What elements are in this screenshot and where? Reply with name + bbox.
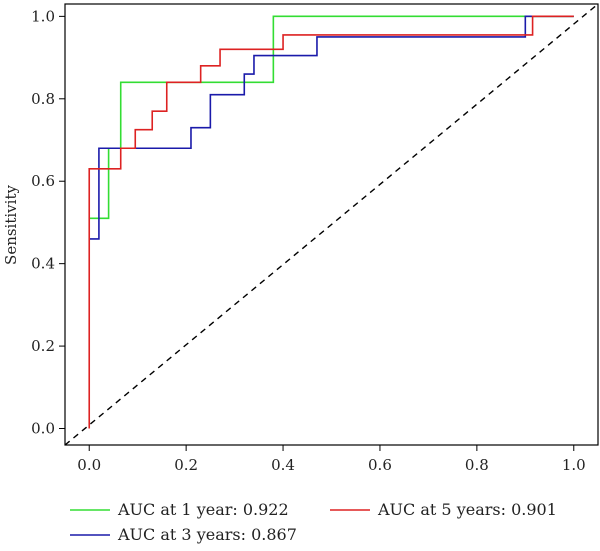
legend-label-2: AUC at 3 years: 0.867 bbox=[117, 525, 297, 544]
series-layer bbox=[88, 15, 574, 429]
x-tick-label: 0.2 bbox=[174, 456, 198, 474]
x-tick-label: 0.4 bbox=[271, 456, 295, 474]
series-line-1 bbox=[89, 15, 574, 220]
y-tick-label: 0.6 bbox=[31, 172, 55, 190]
y-tick-label: 0.2 bbox=[31, 337, 55, 355]
x-tick-label: 0.0 bbox=[77, 456, 101, 474]
series-line-3 bbox=[88, 15, 574, 429]
reference-diagonal bbox=[64, 3, 599, 446]
y-tick-label: 0.0 bbox=[31, 420, 55, 438]
reference-line-layer bbox=[64, 3, 599, 446]
y-tick-label: 0.4 bbox=[31, 255, 55, 273]
y-tick-label: 0.8 bbox=[31, 90, 55, 108]
legend-label-3: AUC at 5 years: 0.901 bbox=[377, 500, 557, 519]
legend: AUC at 1 year: 0.922 AUC at 3 years: 0.86… bbox=[70, 500, 557, 544]
x-tick-label: 0.8 bbox=[465, 456, 489, 474]
plot-frame bbox=[64, 3, 599, 446]
x-axis-ticks: 0.0 0.2 0.4 0.6 0.8 1.0 bbox=[77, 445, 586, 474]
series-line-2 bbox=[89, 15, 574, 240]
y-tick-label: 1.0 bbox=[31, 7, 55, 25]
x-tick-label: 1.0 bbox=[562, 456, 586, 474]
y-axis-title: Sensitivity bbox=[2, 185, 20, 265]
x-tick-label: 0.6 bbox=[368, 456, 392, 474]
y-axis-ticks: 0.0 0.2 0.4 0.6 0.8 1.0 bbox=[31, 7, 65, 438]
legend-label-1: AUC at 1 year: 0.922 bbox=[117, 500, 289, 519]
